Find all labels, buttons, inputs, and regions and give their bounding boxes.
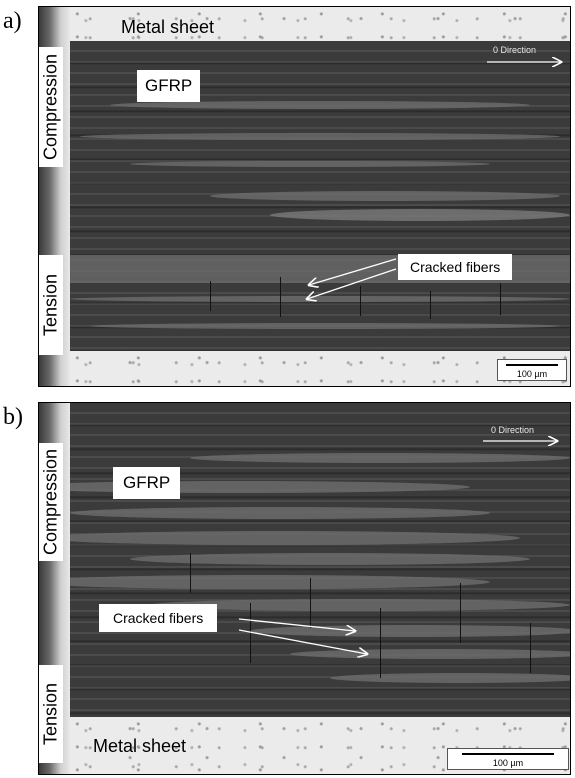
stress-gradient-bar-a: Compression Tension <box>39 7 70 386</box>
metal-sheet-region-top <box>70 7 570 41</box>
metal-sheet-label-b: Metal sheet <box>93 736 187 756</box>
gfrp-label-b: GFRP <box>113 467 181 499</box>
panel-a-letter: a) <box>3 8 22 34</box>
micrograph-panel-b: Compression Tension GFRP 0 Direction Cra… <box>38 402 571 775</box>
direction-label-b: 0 Direction <box>491 425 535 435</box>
direction-label-a: 0 Direction <box>493 45 537 55</box>
gfrp-label-a: GFRP <box>137 70 201 102</box>
compression-label-b: Compression <box>39 443 63 561</box>
metal-sheet-label-a: Metal sheet <box>121 17 215 37</box>
panel-b-letter: b) <box>3 404 23 430</box>
cracked-fibers-label-a: Cracked fibers <box>398 254 513 280</box>
tension-label-b: Tension <box>39 665 63 763</box>
scale-bar-a: 100 µm <box>497 359 567 381</box>
stress-gradient-bar-b: Compression Tension <box>39 403 70 774</box>
cracked-fibers-label-b: Cracked fibers <box>99 604 218 632</box>
micrograph-panel-a: Compression Tension Metal sheet GFRP 0 D… <box>38 6 571 387</box>
tension-label-a: Tension <box>39 255 63 355</box>
gfrp-region-b <box>39 403 570 717</box>
compression-label-a: Compression <box>39 47 63 167</box>
scale-bar-b: 100 µm <box>447 748 569 770</box>
metal-sheet-region-bottom-a <box>70 351 570 386</box>
